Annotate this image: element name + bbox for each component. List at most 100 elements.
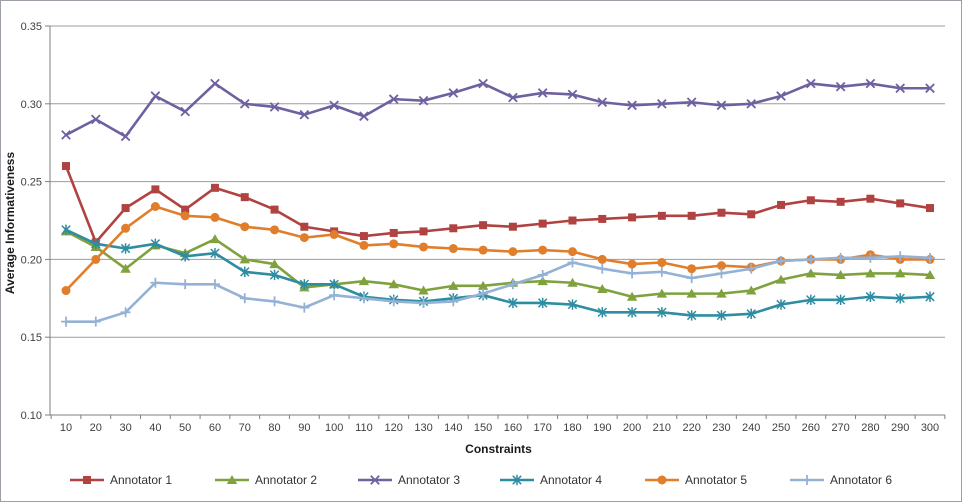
square-marker (210, 183, 219, 192)
circle-marker (657, 258, 667, 268)
x-tick-label: 80 (268, 422, 280, 434)
x-marker (388, 94, 399, 104)
x-marker (150, 91, 161, 101)
square-marker (747, 210, 756, 219)
x-tick-label: 20 (90, 422, 102, 434)
x-marker (120, 131, 131, 142)
square-marker (449, 224, 458, 233)
circle-marker (657, 475, 667, 485)
series-annotator-6 (61, 251, 935, 327)
plus-marker (507, 279, 518, 290)
circle-marker (538, 245, 548, 255)
x-tick-label: 190 (593, 422, 611, 434)
x-tick-label: 290 (891, 422, 909, 434)
x-marker (508, 92, 518, 103)
x-marker (776, 91, 786, 101)
square-marker (538, 219, 547, 228)
triangle-marker (746, 285, 757, 295)
plus-marker (269, 296, 280, 307)
x-tick-label: 150 (474, 422, 492, 434)
x-tick-label: 210 (653, 422, 671, 434)
x-marker (925, 83, 935, 94)
plus-marker (537, 269, 548, 280)
triangle-marker (626, 291, 638, 301)
legend-item-annotator-6: Annotator 6 (789, 468, 892, 492)
asterisk-marker (508, 297, 518, 309)
asterisk-marker (269, 269, 280, 281)
triangle-marker (716, 288, 727, 298)
triangle-marker (775, 274, 787, 284)
square-marker (687, 211, 696, 220)
series-line-annotator-6 (64, 254, 932, 323)
x-marker (865, 78, 876, 89)
triangle-marker (418, 285, 429, 295)
square-marker (419, 227, 428, 236)
x-tick-label: 130 (414, 422, 432, 434)
square-marker (121, 204, 130, 213)
x-marker (686, 97, 697, 108)
x-tick-label: 270 (831, 422, 849, 434)
x-tick-label: 260 (802, 422, 820, 434)
legend-key-circle-icon (645, 475, 679, 485)
x-tick-label: 120 (385, 422, 403, 434)
x-marker (895, 83, 906, 94)
x-tick-label: 70 (239, 422, 251, 434)
y-axis-title-text: Average Informativeness (3, 151, 17, 295)
asterisk-marker (299, 279, 310, 290)
x-tick-label: 300 (921, 422, 939, 434)
legend-key-plus-icon (790, 475, 824, 485)
plus-marker (802, 475, 812, 485)
circle-marker (627, 259, 637, 269)
plus-marker (150, 277, 161, 288)
square-marker (598, 214, 607, 223)
triangle-marker (865, 268, 876, 278)
plus-marker (627, 268, 638, 279)
legend-key-triangle-icon (215, 475, 249, 484)
legend-item-annotator-2: Annotator 2 (214, 468, 317, 492)
square-marker (270, 205, 279, 214)
square-marker (300, 222, 309, 231)
triangle-marker (209, 234, 221, 244)
x-tick-label: 50 (179, 422, 191, 434)
x-tick-label: 40 (149, 422, 161, 434)
plus-marker (686, 273, 697, 284)
triangle-marker (924, 269, 936, 279)
square-marker (836, 197, 845, 206)
asterisk-marker (597, 307, 608, 318)
asterisk-marker (746, 308, 756, 320)
square-marker (717, 208, 726, 217)
x-marker (746, 98, 757, 109)
plus-marker (299, 302, 310, 313)
square-marker (479, 221, 488, 230)
circle-marker (299, 233, 309, 243)
plus-marker (448, 296, 459, 307)
x-tick-label: 90 (298, 422, 310, 434)
circle-marker (91, 254, 101, 264)
triangle-marker (358, 276, 370, 286)
square-marker (777, 200, 786, 209)
x-marker (657, 98, 667, 109)
x-marker (835, 81, 846, 92)
y-tick-label: 0.25 (21, 177, 42, 189)
plus-marker (358, 293, 369, 304)
legend-label: Annotator 1 (110, 473, 173, 487)
x-axis-title: Constraints (465, 442, 532, 456)
asterisk-marker (657, 307, 667, 318)
triangle-marker (895, 268, 906, 278)
square-marker (508, 222, 517, 231)
circle-marker (508, 247, 518, 257)
square-marker (359, 232, 368, 241)
legend-item-annotator-3: Annotator 3 (357, 468, 460, 492)
plus-marker (865, 252, 876, 263)
plus-marker (90, 316, 101, 327)
x-marker (61, 130, 71, 140)
triangle-marker (388, 279, 399, 289)
square-marker (151, 185, 160, 194)
plus-marker (716, 268, 727, 279)
circle-marker (359, 240, 369, 250)
circle-marker (716, 261, 726, 271)
circle-marker (210, 212, 220, 222)
circle-marker (150, 201, 160, 211)
plus-marker (388, 296, 399, 307)
